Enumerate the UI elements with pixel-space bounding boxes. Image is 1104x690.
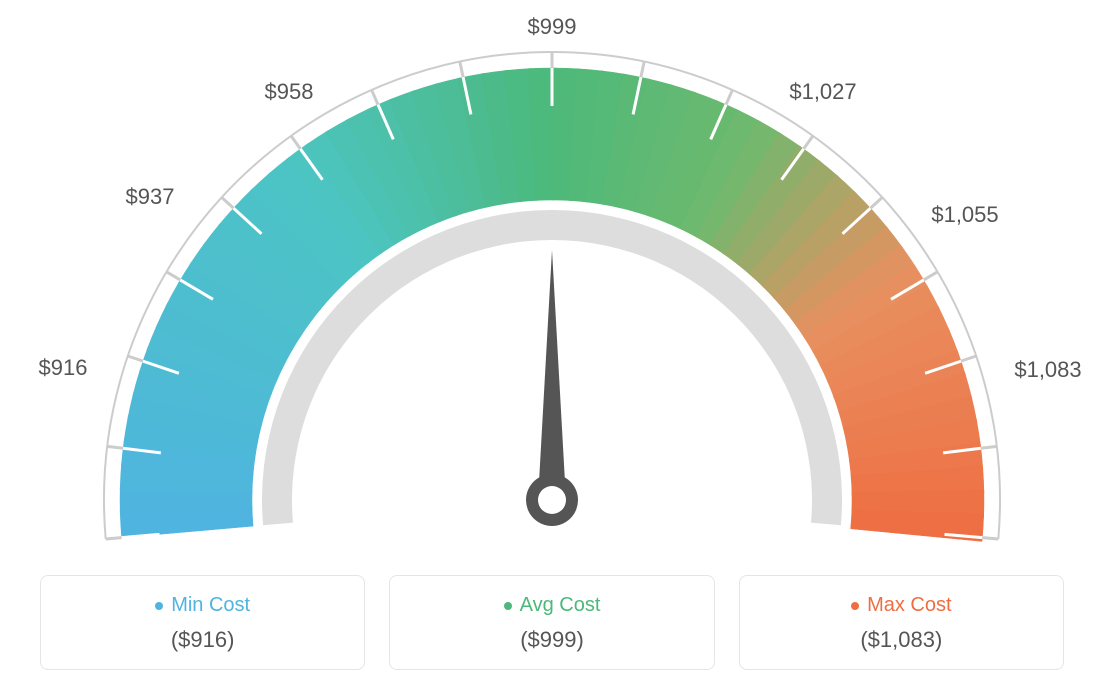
summary-card-max: Max Cost ($1,083) bbox=[739, 575, 1064, 670]
summary-card-min: Min Cost ($916) bbox=[40, 575, 365, 670]
bullet-icon bbox=[155, 602, 163, 610]
summary-row: Min Cost ($916) Avg Cost ($999) Max Cost… bbox=[40, 575, 1064, 670]
card-label-row-max: Max Cost bbox=[750, 594, 1053, 617]
chart-container: $916 $937 $958 $999 $1,027 $1,055 $1,083 Min C… bbox=[0, 0, 1104, 690]
bullet-icon bbox=[851, 602, 859, 610]
gauge-tick-label: $1,083 bbox=[1014, 357, 1081, 383]
gauge-tick-label: $1,055 bbox=[931, 202, 998, 228]
card-label-avg: Avg Cost bbox=[520, 594, 601, 617]
card-label-row-min: Min Cost bbox=[51, 594, 354, 617]
gauge-svg bbox=[0, 0, 1104, 560]
card-label-row-avg: Avg Cost bbox=[400, 594, 703, 617]
gauge-tick-label: $958 bbox=[265, 79, 314, 105]
gauge-tick-label: $999 bbox=[528, 14, 577, 40]
card-value-min: ($916) bbox=[51, 627, 354, 653]
card-value-avg: ($999) bbox=[400, 627, 703, 653]
gauge-tick-label: $916 bbox=[39, 355, 88, 381]
gauge-area: $916 $937 $958 $999 $1,027 $1,055 $1,083 bbox=[0, 0, 1104, 560]
card-label-max: Max Cost bbox=[867, 594, 951, 617]
gauge-tick-label: $1,027 bbox=[789, 79, 856, 105]
gauge-tick-label: $937 bbox=[126, 184, 175, 210]
summary-card-avg: Avg Cost ($999) bbox=[389, 575, 714, 670]
card-label-min: Min Cost bbox=[171, 594, 250, 617]
bullet-icon bbox=[504, 602, 512, 610]
card-value-max: ($1,083) bbox=[750, 627, 1053, 653]
